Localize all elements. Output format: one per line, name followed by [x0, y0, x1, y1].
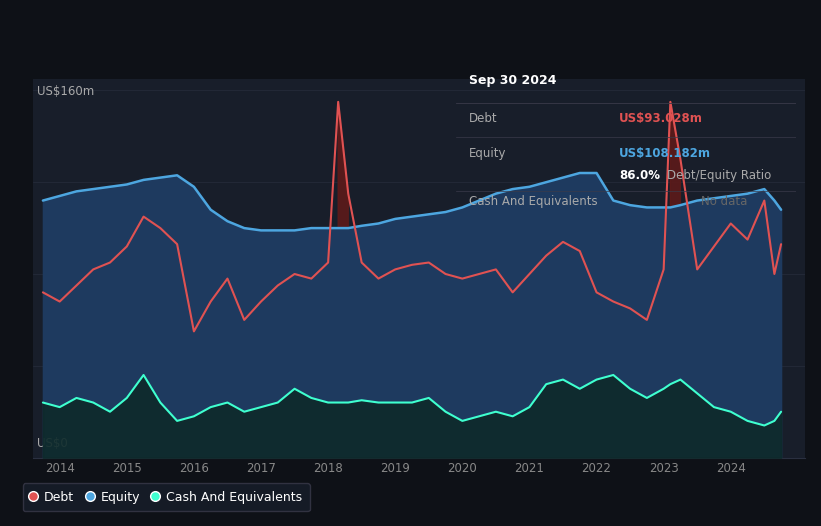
- Text: US$160m: US$160m: [37, 85, 94, 98]
- Text: Debt: Debt: [470, 112, 498, 125]
- Text: US$0: US$0: [37, 437, 67, 450]
- Text: Sep 30 2024: Sep 30 2024: [470, 74, 557, 87]
- Text: US$93.028m: US$93.028m: [619, 112, 703, 125]
- Text: Equity: Equity: [470, 147, 507, 159]
- Text: 86.0%: 86.0%: [619, 169, 660, 181]
- Text: No data: No data: [701, 196, 747, 208]
- Legend: Debt, Equity, Cash And Equivalents: Debt, Equity, Cash And Equivalents: [23, 483, 310, 511]
- Text: Cash And Equivalents: Cash And Equivalents: [470, 196, 598, 208]
- Text: Debt/Equity Ratio: Debt/Equity Ratio: [667, 169, 771, 181]
- Text: US$108.182m: US$108.182m: [619, 147, 711, 159]
